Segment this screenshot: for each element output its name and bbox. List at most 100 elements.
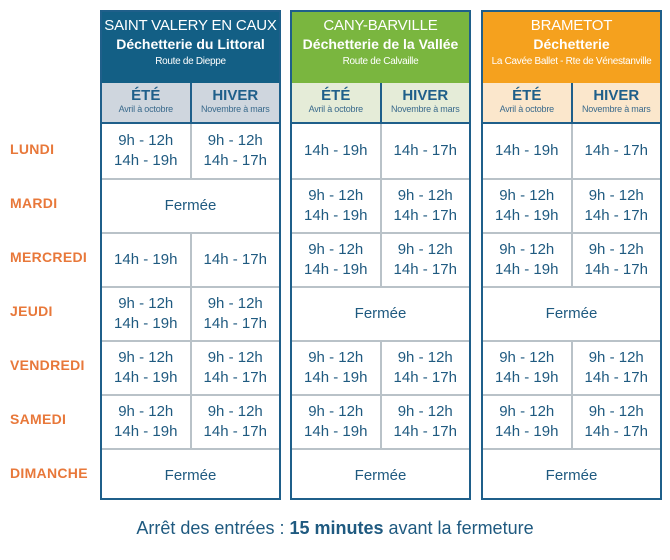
hours-range: 9h - 12h bbox=[397, 349, 453, 366]
hours-range: 9h - 12h bbox=[207, 349, 263, 366]
schedule-row: Fermée bbox=[102, 448, 279, 502]
site-name: Déchetterie de la Vallée bbox=[302, 36, 459, 52]
hours-range: 14h - 17h bbox=[584, 261, 648, 278]
hours-range: 9h - 12h bbox=[308, 187, 364, 204]
hours-range: 14h - 19h bbox=[114, 251, 178, 268]
hours-range: 9h - 12h bbox=[118, 403, 174, 420]
hours-cell-winter: 9h - 12h 14h - 17h bbox=[570, 234, 661, 286]
schedule-row: 9h - 12h 14h - 19h 9h - 12h 14h - 17h bbox=[102, 394, 279, 448]
day-label: LUNDI bbox=[10, 141, 55, 157]
hours-cell-summer: 9h - 12h 14h - 19h bbox=[483, 234, 571, 286]
site-brametot: BRAMETOT Déchetterie La Cavée Ballet - Rte… bbox=[481, 10, 662, 500]
season-summer: ÉTÉ Avril à octobre bbox=[102, 83, 192, 122]
season-label: ÉTÉ bbox=[512, 87, 542, 104]
hours-range: 9h - 12h bbox=[397, 187, 453, 204]
hours-cell-summer: 14h - 19h bbox=[483, 124, 571, 178]
hours-cell-summer: 9h - 12h 14h - 19h bbox=[292, 342, 380, 394]
hours-cell-winter: 9h - 12h 14h - 17h bbox=[570, 180, 661, 232]
hours-range: 14h - 19h bbox=[495, 369, 559, 386]
schedule-rows: 14h - 19h 14h - 17h 9h - 12h 14h - 19h 9h - … bbox=[483, 124, 660, 502]
schedule-row: 9h - 12h 14h - 19h 9h - 12h 14h - 17h bbox=[102, 340, 279, 394]
hours-range: 9h - 12h bbox=[308, 241, 364, 258]
schedule-row: 14h - 19h 14h - 17h bbox=[292, 124, 469, 178]
hours-range: 14h - 17h bbox=[203, 251, 267, 268]
hours-range: 14h - 17h bbox=[584, 142, 648, 159]
hours-range: 14h - 19h bbox=[304, 207, 368, 224]
site-name: Déchetterie du Littoral bbox=[116, 36, 265, 52]
closed-cell: Fermée bbox=[483, 288, 660, 340]
season-header: ÉTÉ Avril à octobre HIVER Novembre à mars bbox=[102, 83, 279, 124]
schedule-row: 9h - 12h 14h - 19h 9h - 12h 14h - 17h bbox=[483, 394, 660, 448]
site-cany-barville: CANY-BARVILLE Déchetterie de la Vallée Rou… bbox=[290, 10, 471, 500]
hours-cell-winter: 9h - 12h 14h - 17h bbox=[189, 288, 280, 340]
hours-range: 9h - 12h bbox=[499, 187, 555, 204]
schedule-row: 9h - 12h 14h - 19h 9h - 12h 14h - 17h bbox=[102, 286, 279, 340]
season-label: ÉTÉ bbox=[131, 87, 161, 104]
hours-range: 14h - 17h bbox=[393, 207, 457, 224]
hours-range: 14h - 19h bbox=[304, 369, 368, 386]
closed-label: Fermée bbox=[164, 467, 217, 484]
day-labels: LUNDI MARDI MERCREDI JEUDI VENDREDI SAMEDI DIM… bbox=[0, 122, 100, 500]
site-address: La Cavée Ballet - Rte de Vénestanville bbox=[491, 56, 652, 67]
schedule-row: Fermée bbox=[483, 286, 660, 340]
hours-cell-summer: 9h - 12h 14h - 19h bbox=[102, 288, 190, 340]
season-months: Avril à octobre bbox=[118, 104, 174, 114]
schedule-row: 9h - 12h 14h - 19h 9h - 12h 14h - 17h bbox=[483, 232, 660, 286]
footer-prefix: Arrêt des entrées : bbox=[136, 518, 290, 538]
season-months: Novembre à mars bbox=[390, 104, 460, 114]
hours-cell-summer: 9h - 12h 14h - 19h bbox=[292, 180, 380, 232]
schedule-row: 9h - 12h 14h - 19h 9h - 12h 14h - 17h bbox=[292, 340, 469, 394]
site-address: Route de Dieppe bbox=[155, 56, 226, 67]
season-label: ÉTÉ bbox=[321, 87, 351, 104]
season-months: Novembre à mars bbox=[200, 104, 270, 114]
hours-range: 9h - 12h bbox=[588, 403, 644, 420]
closed-cell: Fermée bbox=[483, 450, 660, 502]
hours-cell-summer: 9h - 12h 14h - 19h bbox=[102, 124, 190, 178]
hours-range: 9h - 12h bbox=[588, 349, 644, 366]
hours-range: 14h - 19h bbox=[304, 423, 368, 440]
hours-cell-winter: 9h - 12h 14h - 17h bbox=[189, 124, 280, 178]
site-header: SAINT VALERY EN CAUX Déchetterie du Litto… bbox=[102, 12, 279, 83]
site-town: CANY-BARVILLE bbox=[323, 17, 438, 34]
hours-range: 14h - 19h bbox=[495, 423, 559, 440]
hours-cell-summer: 9h - 12h 14h - 19h bbox=[292, 396, 380, 448]
schedule-row: 9h - 12h 14h - 19h 9h - 12h 14h - 17h bbox=[102, 124, 279, 178]
hours-cell-winter: 14h - 17h bbox=[189, 234, 280, 286]
hours-range: 14h - 17h bbox=[584, 369, 648, 386]
hours-range: 9h - 12h bbox=[499, 403, 555, 420]
closed-label: Fermée bbox=[354, 467, 407, 484]
hours-cell-winter: 9h - 12h 14h - 17h bbox=[379, 396, 470, 448]
footer-suffix: avant la fermeture bbox=[383, 518, 534, 538]
site-name: Déchetterie bbox=[533, 36, 610, 52]
schedule-rows: 9h - 12h 14h - 19h 9h - 12h 14h - 17h Fermée… bbox=[102, 124, 279, 502]
schedule-row: 9h - 12h 14h - 19h 9h - 12h 14h - 17h bbox=[292, 178, 469, 232]
schedule-row: 14h - 19h 14h - 17h bbox=[102, 232, 279, 286]
hours-cell-winter: 9h - 12h 14h - 17h bbox=[189, 396, 280, 448]
hours-cell-winter: 9h - 12h 14h - 17h bbox=[189, 342, 280, 394]
hours-range: 9h - 12h bbox=[499, 241, 555, 258]
day-label: MARDI bbox=[10, 195, 58, 211]
season-months: Novembre à mars bbox=[581, 104, 651, 114]
hours-range: 14h - 17h bbox=[203, 152, 267, 169]
closed-cell: Fermée bbox=[102, 180, 279, 232]
hours-cell-summer: 9h - 12h 14h - 19h bbox=[483, 342, 571, 394]
season-summer: ÉTÉ Avril à octobre bbox=[292, 83, 382, 122]
hours-cell-summer: 9h - 12h 14h - 19h bbox=[483, 180, 571, 232]
hours-range: 9h - 12h bbox=[397, 241, 453, 258]
site-address: Route de Calvaille bbox=[342, 56, 419, 67]
schedule-row: 9h - 12h 14h - 19h 9h - 12h 14h - 17h bbox=[292, 394, 469, 448]
hours-cell-summer: 9h - 12h 14h - 19h bbox=[483, 396, 571, 448]
footer-emphasis: 15 minutes bbox=[289, 518, 384, 538]
season-winter: HIVER Novembre à mars bbox=[192, 83, 280, 122]
hours-cell-winter: 9h - 12h 14h - 17h bbox=[570, 396, 661, 448]
season-header: ÉTÉ Avril à octobre HIVER Novembre à mars bbox=[292, 83, 469, 124]
hours-range: 9h - 12h bbox=[499, 349, 555, 366]
hours-range: 14h - 17h bbox=[393, 261, 457, 278]
hours-range: 9h - 12h bbox=[118, 295, 174, 312]
hours-range: 14h - 19h bbox=[304, 261, 368, 278]
hours-range: 14h - 19h bbox=[304, 142, 368, 159]
closed-label: Fermée bbox=[354, 305, 407, 322]
hours-range: 14h - 19h bbox=[495, 142, 559, 159]
hours-cell-winter: 14h - 17h bbox=[570, 124, 661, 178]
season-summer: ÉTÉ Avril à octobre bbox=[483, 83, 573, 122]
